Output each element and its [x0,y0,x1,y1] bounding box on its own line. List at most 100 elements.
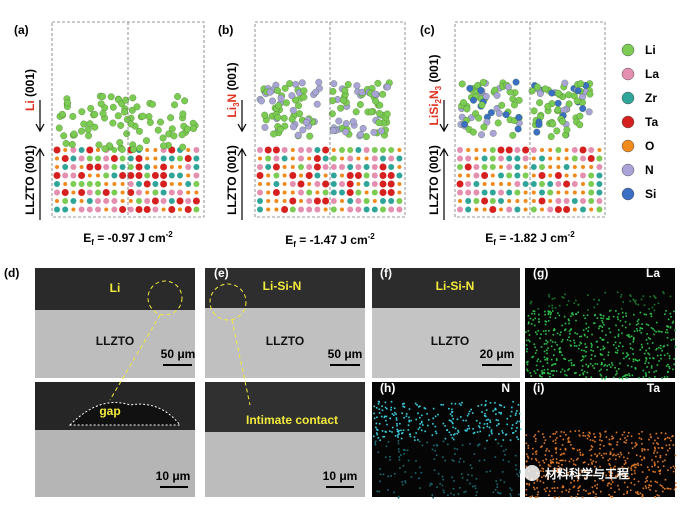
eds-dot [460,473,463,475]
atom [474,207,479,212]
eds-dot [598,370,601,372]
atom [169,165,174,169]
eds-dot [611,435,613,438]
eds-dot [581,471,583,473]
eds-dot [485,400,487,402]
eds-dot [646,366,648,368]
eds-dot [529,496,531,498]
eds-dot [641,442,643,445]
atom [374,79,382,87]
label-part: 3 [434,85,443,90]
eds-dots [372,291,677,499]
eds-dot [578,448,581,451]
eds-dot [618,455,621,458]
eds-dot [433,458,436,460]
eds-dot [378,408,381,410]
atom [170,132,178,140]
eds-dot [478,459,481,462]
atom [160,172,168,179]
eds-dot [401,412,403,415]
atom [96,148,100,152]
eds-dot [670,316,672,318]
eds-dot [623,431,626,434]
atom [530,206,537,213]
eds-dot [541,445,543,448]
eds-dot [552,461,554,464]
atom [379,90,387,98]
eds-dot [618,488,620,491]
eds-dot [436,486,438,489]
eds-dot [669,488,672,490]
eds-dot [568,359,570,362]
eds-dot [518,471,521,474]
atom [55,124,63,132]
eds-dot [670,466,672,469]
eds-dot [546,359,549,361]
eds-dot [644,481,647,483]
atom [571,198,578,204]
eds-dot [578,434,581,436]
atom [572,165,577,169]
eds-dot [453,447,456,450]
atom [522,172,529,179]
eds-dot [596,346,599,349]
eds-dot [584,435,587,437]
eds-dot [642,487,645,490]
eds-dot [598,452,601,455]
eds-dot [514,454,517,457]
atom [312,88,320,96]
substrate-label: LLZTO (001) [225,145,239,215]
eds-dot [527,322,530,325]
eds-dot [671,322,674,324]
eds-dot [605,334,607,336]
atom [257,206,263,213]
eds-dot [525,442,528,445]
eds-dot [543,436,545,438]
eds-dot [536,496,539,498]
eds-dot [545,450,547,452]
eds-dot [536,478,539,481]
eds-dot [665,365,668,367]
eds-dot [571,312,574,314]
eds-dot [552,374,554,377]
panel-label: (e) [214,266,229,280]
atom [85,132,92,140]
eds-dot [568,319,570,322]
eds-dot [375,422,378,425]
atom [579,146,587,154]
eds-dot [610,467,612,469]
eds-dot [394,412,396,414]
atom [596,206,603,213]
eds-dot [613,491,616,493]
eds-dot [582,432,585,434]
eds-dot [538,313,540,316]
eds-dot [668,357,671,360]
eds-dot [586,371,589,374]
eds-dot [457,493,460,495]
eds-dot [543,369,546,371]
eds-dot [633,330,636,333]
eds-dot [580,469,583,472]
eds-dot [643,456,645,459]
atom [355,198,362,204]
eds-dot [526,350,528,353]
eds-dot [400,432,403,435]
eds-dot [674,467,676,470]
eds-dot [602,479,605,482]
atom [354,172,362,179]
atom [160,198,167,204]
eds-dot [594,363,597,365]
eds-dot [558,351,561,354]
eds-dot [570,312,573,315]
eds-dot [615,324,617,327]
atom [160,142,168,150]
eds-dot [527,457,530,459]
eds-dot [570,328,573,330]
eds-dot [625,356,627,358]
atom [78,155,85,162]
atom [571,147,578,153]
eds-dot [590,454,593,457]
atom [564,190,569,195]
eds-dot [659,456,662,459]
eds-dot [386,423,388,426]
